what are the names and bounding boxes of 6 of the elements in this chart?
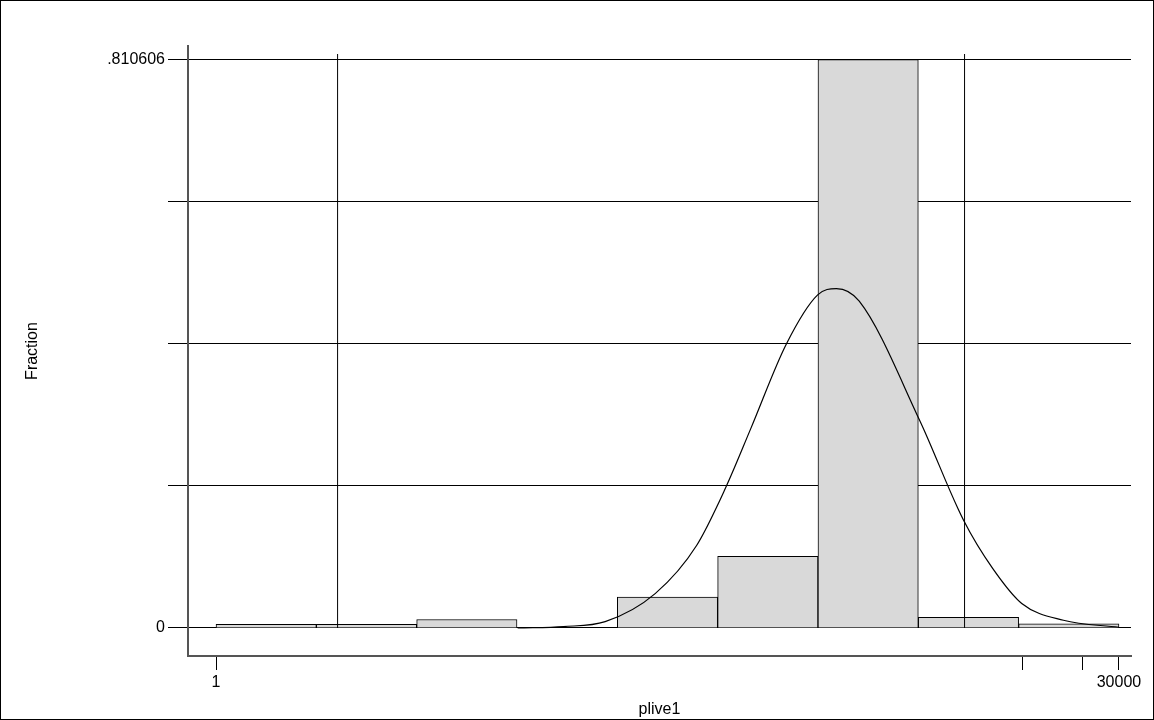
x-tick-label: 1 — [211, 673, 221, 691]
x-axis-title: plive1 — [638, 699, 681, 717]
x-tick-label: 30000 — [1096, 673, 1142, 691]
y-axis-title: Fraction — [23, 322, 41, 380]
y-tick-label: 0 — [156, 618, 166, 636]
y-tick-label: .810606 — [107, 50, 166, 67]
